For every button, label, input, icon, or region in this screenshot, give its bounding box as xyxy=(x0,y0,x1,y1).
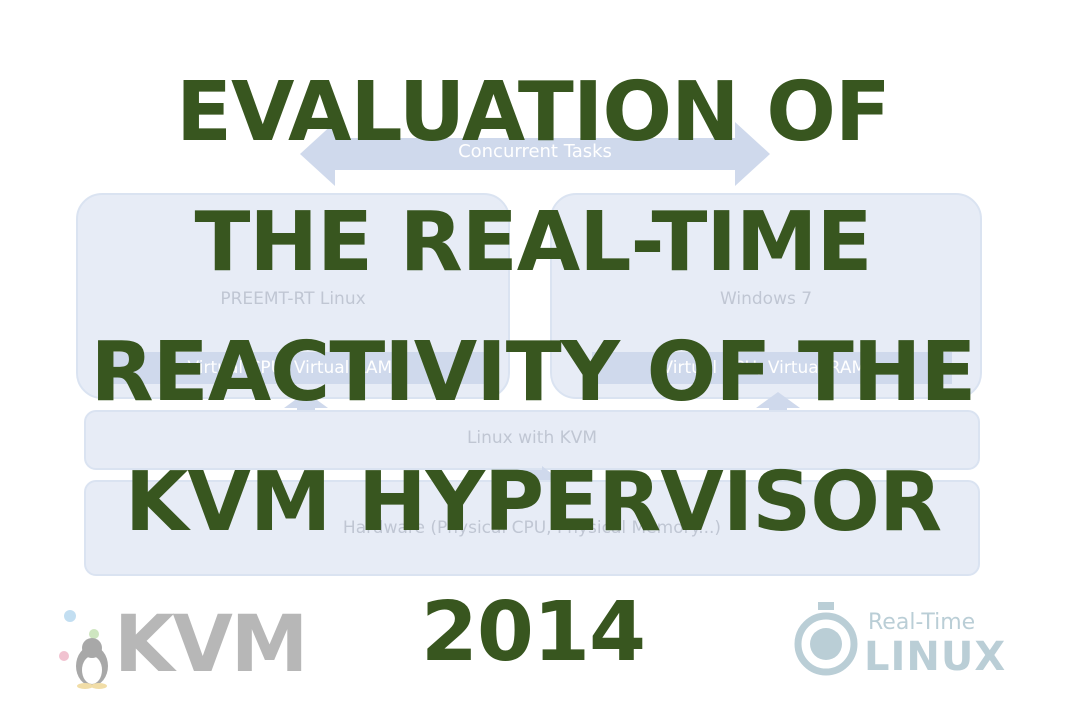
realtime-logo-bottom: LINUX xyxy=(864,634,1007,680)
title-line-5: 2014 xyxy=(420,585,646,680)
left-vm-virtual-bar: Virtual CPU, Virtual RAM... xyxy=(112,352,484,384)
host-layer-label: Linux with KVM xyxy=(466,428,598,448)
realtime-logo-top: Real-Time xyxy=(868,610,976,635)
host-layer-box: Linux with KVM xyxy=(84,410,980,470)
slide-title: EVALUATION OF THE REAL-TIME REACTIVITY O… xyxy=(0,48,1066,698)
host-to-hardware-arrow xyxy=(508,466,560,494)
title-line-3: REACTIVITY OF THE xyxy=(90,325,977,420)
concurrent-tasks-arrow xyxy=(300,122,770,186)
right-vm-label: Windows 7 xyxy=(719,289,813,309)
left-vm-label: PREEMT-RT Linux xyxy=(220,289,366,309)
title-line-4: KVM HYPERVISOR xyxy=(124,455,942,550)
hardware-layer-box: Hardware (Physical CPU, Physical Memory.… xyxy=(84,480,980,576)
left-vm-link-arrow xyxy=(284,392,328,444)
concurrent-tasks-label: Concurrent Tasks xyxy=(458,141,612,162)
title-line-2: THE REAL-TIME xyxy=(194,195,872,290)
kvm-logo-text: KVM xyxy=(114,600,308,690)
left-vm-box: PREEMT-RT Linux xyxy=(76,193,510,399)
hardware-layer-label: Hardware (Physical CPU, Physical Memory.… xyxy=(342,518,722,538)
right-vm-box: Windows 7 xyxy=(550,193,982,399)
left-vm-virtual-bar-label: Virtual CPU, Virtual RAM... xyxy=(187,358,409,378)
tux-penguin-icon xyxy=(59,610,108,689)
kvm-logo: KVM xyxy=(52,598,312,690)
right-vm-virtual-bar: Virtual CPU, Virtual RAM... xyxy=(592,352,952,384)
right-vm-virtual-bar-label: Virtual CPU, Virtual RAM... xyxy=(661,358,883,378)
stopwatch-icon xyxy=(794,602,858,676)
right-vm-link-arrow xyxy=(756,392,800,444)
title-line-1: EVALUATION OF xyxy=(176,65,891,160)
realtime-linux-logo: Real-Time LINUX xyxy=(790,600,1020,680)
